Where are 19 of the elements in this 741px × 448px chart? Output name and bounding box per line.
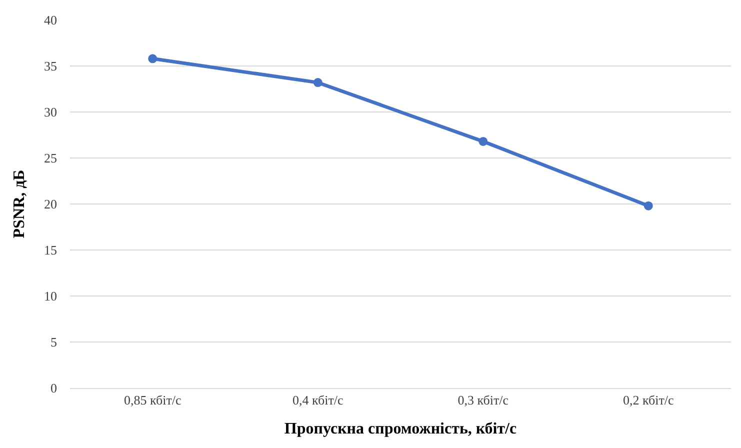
x-tick-label: 0,2 кбіт/с [622,392,674,408]
y-tick-label: 15 [44,242,57,258]
x-tick-label: 0,85 кбіт/с [124,392,182,408]
point [148,54,158,64]
y-axis-title: PSNR, дБ [10,170,28,238]
y-tick-label: 5 [50,334,57,350]
point [313,78,322,88]
point [478,136,488,146]
y-tick-label: 25 [44,150,57,166]
y-tick-label: 20 [44,196,57,212]
x-axis-title: Пропускна спроможність, кбіт/с [284,420,517,438]
y-tick-label: 40 [44,12,57,28]
y-tick-label: 30 [44,104,57,120]
x-tick-label: 0,3 кбіт/с [458,392,509,408]
x-tick-label: 0,4 кбіт/с [292,392,344,408]
point [644,201,653,210]
y-tick-label: 10 [44,288,57,304]
y-tick-label: 35 [44,58,57,74]
y-tick-label: 0 [50,380,57,396]
